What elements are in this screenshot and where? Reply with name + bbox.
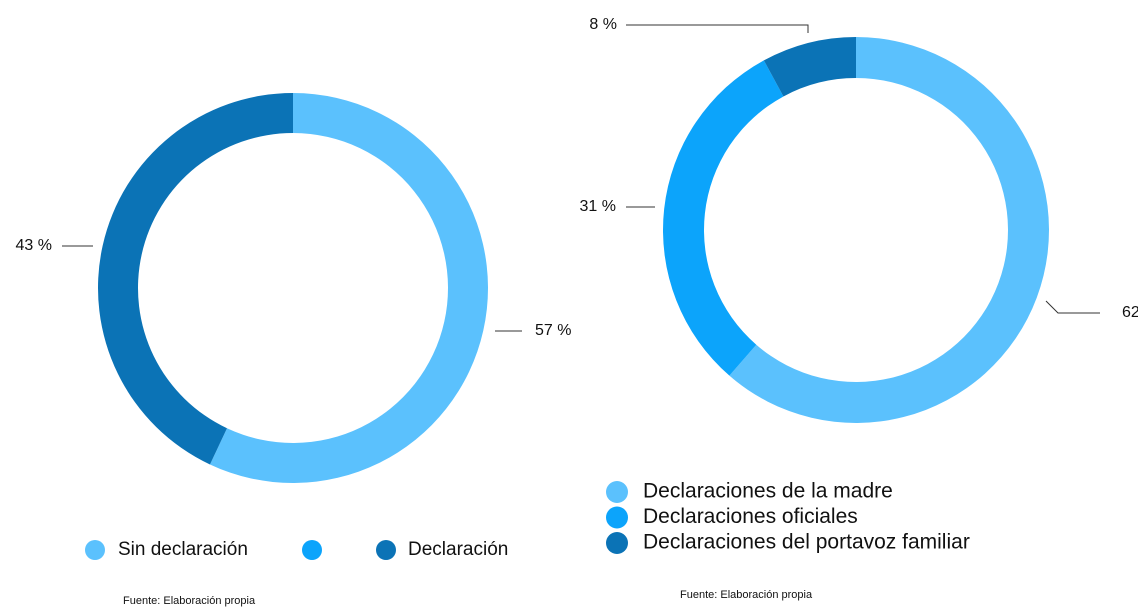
legend-label: Declaraciones del portavoz familiar <box>643 531 970 554</box>
donut-slice <box>763 37 856 97</box>
value-label: 43 % <box>16 237 52 254</box>
legend-swatch <box>606 481 628 503</box>
value-label: 62 % <box>1122 304 1138 321</box>
legend-swatch <box>85 540 105 560</box>
legend-swatch <box>606 506 628 529</box>
value-label: 8 % <box>589 16 617 33</box>
donut-slice <box>663 60 784 376</box>
leader-line <box>626 24 809 33</box>
legend-swatch <box>376 540 396 560</box>
legend-label: Declaraciones oficiales <box>643 505 858 528</box>
value-label: 57 % <box>535 322 571 339</box>
donut-slice <box>97 93 293 465</box>
legend-label: Declaración <box>408 539 508 560</box>
legend-swatch <box>606 532 628 554</box>
value-label: 31 % <box>580 198 616 215</box>
legend-swatch <box>302 540 322 560</box>
legend-label: Declaraciones de la madre <box>643 480 893 503</box>
leader-line <box>1045 300 1100 314</box>
source-note: Fuente: Elaboración propia <box>123 595 256 607</box>
donut-slice <box>729 37 1049 423</box>
legend-label: Sin declaración <box>118 539 248 560</box>
donut-slice <box>209 93 489 484</box>
source-note: Fuente: Elaboración propia <box>680 589 813 601</box>
